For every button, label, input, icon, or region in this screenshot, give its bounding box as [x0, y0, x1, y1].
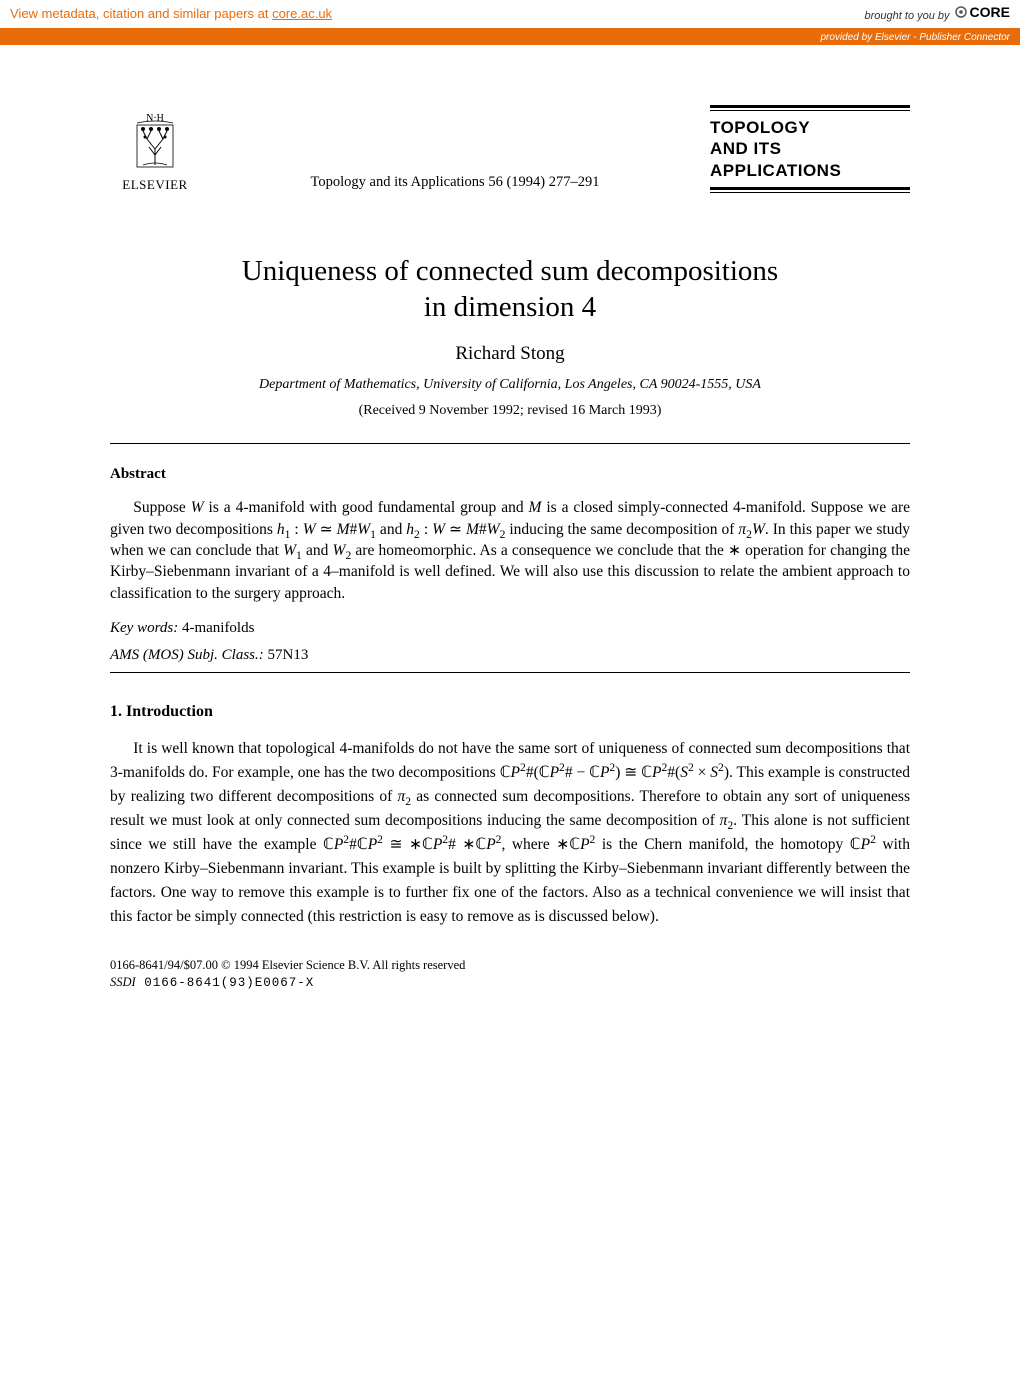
paper-header: N·H ELSEVIER Topology and its Applicatio…: [110, 105, 910, 193]
core-provider-link[interactable]: Elsevier - Publisher Connector: [875, 32, 1010, 43]
ams-label: AMS (MOS) Subj. Class.:: [110, 647, 264, 663]
title-line2: in dimension 4: [424, 291, 596, 323]
core-link[interactable]: core.ac.uk: [272, 6, 332, 21]
journal-title-box: TOPOLOGY AND ITS APPLICATIONS: [710, 105, 910, 193]
core-logo-text: CORE: [970, 4, 1010, 20]
ssdi-line: SSDI 0166-8641(93)E0067-X: [110, 974, 910, 992]
intro-paragraph-1: It is well known that topological 4-mani…: [110, 737, 910, 929]
core-left-prefix: View metadata, citation and similar pape…: [10, 6, 272, 21]
core-banner: View metadata, citation and similar pape…: [0, 0, 1020, 30]
ams-text: 57N13: [264, 647, 309, 663]
abstract-text: Suppose W is a 4-manifold with good fund…: [110, 497, 910, 604]
journal-title-line3: APPLICATIONS: [710, 160, 910, 181]
section-1-heading: 1. Introduction: [110, 703, 910, 721]
copyright-line: 0166-8641/94/$07.00 © 1994 Elsevier Scie…: [110, 957, 910, 974]
paper-page: N·H ELSEVIER Topology and its Applicatio…: [0, 45, 1020, 1032]
keywords-label: Key words:: [110, 620, 178, 636]
journal-rule-top-thick: [710, 105, 910, 108]
rule-above-abstract: [110, 443, 910, 444]
journal-title-line1: TOPOLOGY: [710, 117, 910, 138]
citation-line: Topology and its Applications 56 (1994) …: [200, 174, 710, 193]
keywords-text: 4-manifolds: [178, 620, 254, 636]
author-affiliation: Department of Mathematics, University of…: [110, 377, 910, 393]
author-name: Richard Stong: [110, 343, 910, 365]
ams-classification: AMS (MOS) Subj. Class.: 57N13: [110, 647, 910, 664]
journal-title-line2: AND ITS: [710, 138, 910, 159]
svg-text:N·H: N·H: [146, 113, 164, 124]
paper-title: Uniqueness of connected sum decompositio…: [110, 253, 910, 326]
journal-title: TOPOLOGY AND ITS APPLICATIONS: [710, 117, 910, 181]
core-attribution: brought to you by CORE: [865, 4, 1010, 22]
keywords-line: Key words: 4-manifolds: [110, 620, 910, 637]
core-provided-prefix: provided by: [820, 32, 874, 43]
received-revised-dates: (Received 9 November 1992; revised 16 Ma…: [110, 403, 910, 419]
publisher-name: ELSEVIER: [122, 177, 187, 193]
abstract-heading: Abstract: [110, 466, 910, 483]
page-footer: 0166-8641/94/$07.00 © 1994 Elsevier Scie…: [110, 957, 910, 992]
title-line1: Uniqueness of connected sum decompositio…: [242, 255, 778, 287]
core-logo[interactable]: CORE: [954, 4, 1010, 20]
journal-rule-bottom-thin: [710, 192, 910, 193]
rule-below-abstract: [110, 672, 910, 673]
core-provider-strip: provided by Elsevier - Publisher Connect…: [0, 30, 1020, 45]
publisher-block: N·H ELSEVIER: [110, 109, 200, 193]
journal-rule-top-thin: [710, 110, 910, 111]
ssdi-label: SSDI: [110, 975, 136, 989]
ssdi-number: 0166-8641(93)E0067-X: [136, 976, 315, 990]
core-metadata-link-text: View metadata, citation and similar pape…: [10, 6, 332, 21]
journal-rule-bottom-thick: [710, 187, 910, 190]
core-brought-by: brought to you by: [865, 10, 950, 22]
elsevier-tree-logo: N·H: [127, 109, 183, 173]
core-logo-icon: [954, 5, 968, 19]
